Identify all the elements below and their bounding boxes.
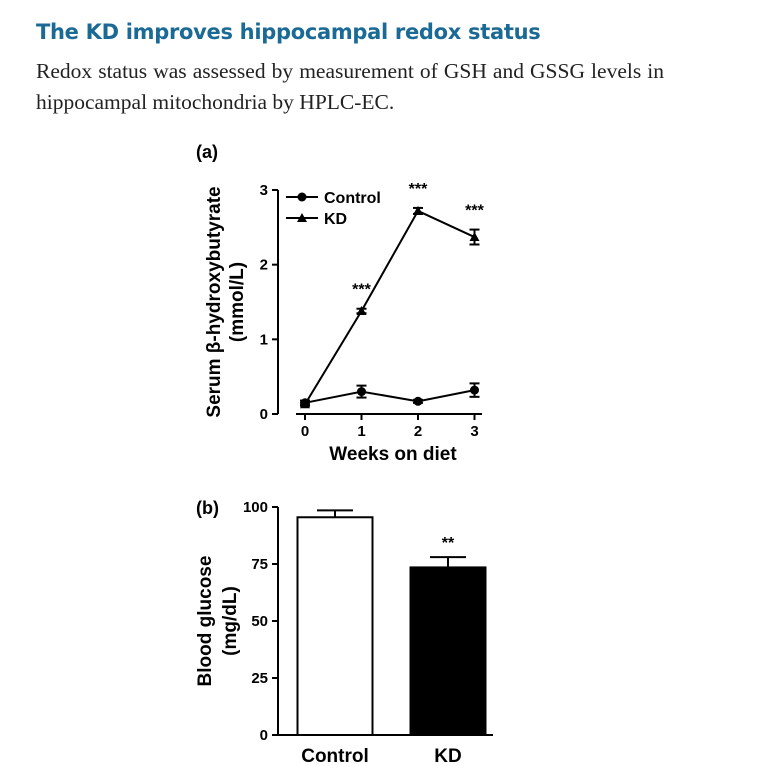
panel-b-label: (b) [196,498,219,518]
panel-b-y-axis-label-line2: (mg/dL) [220,586,241,656]
series-line-kd [304,209,475,405]
section-heading: The KD improves hippocampal redox status [36,20,541,44]
panel-a-x-tick-label: 1 [357,423,365,440]
bar-control [296,516,374,737]
panel-a-y-axis-label-line2: (mmol/L) [227,262,248,342]
panel-a-y-tick-label: 0 [260,406,268,423]
bar-kd [409,566,487,736]
panel-b-y-tick-label: 75 [251,556,268,573]
data-point-control [357,387,366,397]
significance-marker: *** [352,282,371,299]
data-point-control [413,396,423,406]
section-paragraph: Redox status was assessed by measurement… [36,59,664,114]
panel-a-y-tick-label: 3 [260,182,268,199]
data-point-kd [356,305,367,315]
legend-label-kd: KD [324,211,347,228]
panel-a-legend: Control KD [286,190,381,228]
panel-a-y-tick-label: 1 [260,331,268,348]
panel-b-x-tick-label: Control [301,746,369,766]
panel-b-y-tick-label: 0 [260,727,268,744]
panel-a-x-tick-label: 2 [414,423,422,440]
panel-b-y-tick-label: 100 [243,499,268,516]
series-line-control [304,389,475,404]
panel-b-y-tick-label: 25 [251,670,268,687]
legend-marker-kd [297,213,307,222]
panel-a-x-axis-label: Weeks on diet [329,444,457,465]
panel-b-y-axis-label-line1: Blood glucose [195,556,216,687]
panel-a-x-tick-label: 0 [301,423,309,440]
panel-a-y-axis-label-line1: Serum β-hydroxybutyrate [204,186,225,417]
data-point-kd [413,205,423,215]
panel-a-label: (a) [196,142,218,162]
significance-marker: *** [465,203,484,220]
panel-a-line-chart: (a) 0 1 2 3 0 1 2 3 Weeks on diet Serum β-hydr… [196,142,485,465]
significance-marker: *** [409,181,428,198]
data-point-control [470,385,479,395]
panel-a-x-tick-label: 3 [470,423,478,440]
panel-b-bar-chart: (b) 0 25 50 75 100 Control KD Blood glucose (… [195,498,493,766]
legend-marker-control [297,192,307,202]
data-point-kd [300,399,310,409]
panel-b-x-tick-label: KD [434,746,461,766]
panel-b-y-tick-label: 50 [251,613,268,630]
data-point-kd [469,232,480,242]
panel-a-y-tick-label: 2 [260,257,268,274]
significance-marker: ** [442,535,455,552]
legend-label-control: Control [324,190,381,207]
